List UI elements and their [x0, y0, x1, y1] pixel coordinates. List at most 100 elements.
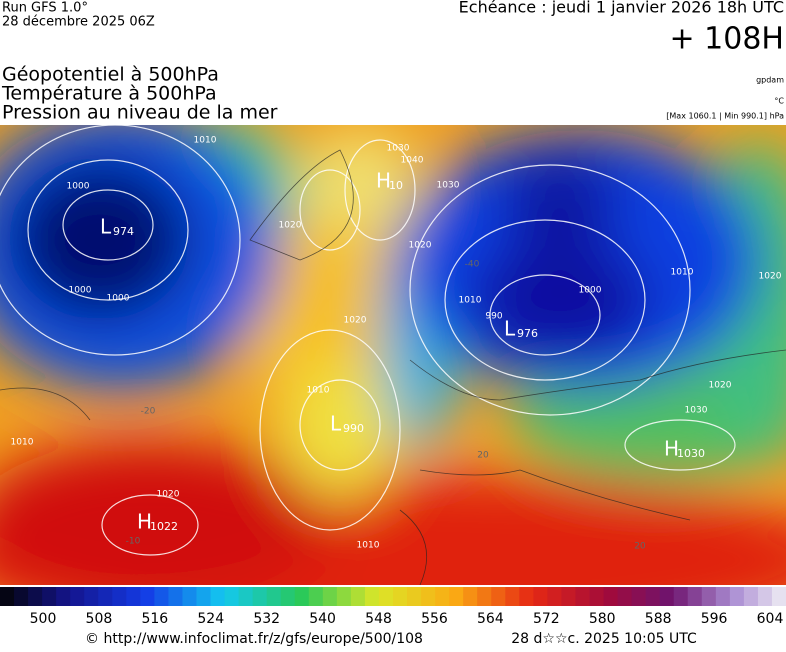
swatch	[757, 587, 773, 606]
colorbar-label: 556	[421, 611, 448, 627]
colorbar-label: 508	[86, 611, 113, 627]
contour-label: 20	[477, 451, 489, 461]
swatch	[84, 587, 99, 606]
swatch	[449, 587, 464, 606]
swatch	[393, 587, 408, 606]
contour-label: -40	[465, 260, 480, 270]
colorbar-label: 604	[757, 611, 784, 627]
swatch	[519, 587, 534, 606]
center-value: 990	[343, 422, 364, 435]
swatch	[715, 587, 731, 606]
swatch	[617, 587, 633, 606]
center-value: 976	[517, 327, 538, 340]
colorbar-label: 580	[589, 611, 616, 627]
center-value: 1022	[150, 520, 178, 533]
footer-url: © http://www.infoclimat.fr/z/gfs/europe/…	[85, 631, 423, 647]
swatch	[659, 587, 675, 606]
center-value: 10	[389, 179, 403, 192]
valid: Echéance : jeudi 1 janvier 2026 18h UTC	[459, 0, 784, 17]
swatch	[322, 587, 338, 606]
swatch	[350, 587, 366, 606]
swatch	[252, 587, 268, 606]
contour-label: 1020	[279, 221, 302, 231]
swatch	[224, 587, 240, 606]
swatch	[729, 587, 745, 606]
legend-title: Température à 500hPa	[1, 83, 217, 105]
swatch	[112, 587, 127, 606]
unit: gpdam	[756, 76, 784, 85]
swatch	[421, 587, 436, 606]
swatch	[210, 587, 226, 606]
center-value: 974	[113, 225, 134, 238]
contour-label: 1010	[357, 541, 380, 551]
swatch	[154, 587, 169, 606]
colorbar-label: 596	[701, 611, 728, 627]
swatch	[364, 587, 380, 606]
swatch	[336, 587, 352, 606]
contour-label: 1030	[437, 181, 460, 191]
swatch	[435, 587, 450, 606]
swatch	[196, 587, 212, 606]
swatch	[14, 587, 29, 606]
contour-label: 1000	[579, 286, 602, 296]
contour-label: 1020	[409, 241, 432, 251]
center-type: L	[504, 317, 516, 341]
colorbar-label: 572	[533, 611, 560, 627]
swatch	[463, 587, 478, 606]
contour-label: 990	[485, 312, 502, 322]
contour-label: 1010	[11, 438, 34, 448]
swatch	[0, 587, 15, 606]
colorbar-label: 524	[197, 611, 224, 627]
unit: °C	[774, 97, 784, 106]
swatch	[294, 587, 310, 606]
contour-label: 1020	[157, 490, 180, 500]
swatch	[126, 587, 141, 606]
contour-label: 1010	[307, 386, 330, 396]
swatch	[491, 587, 506, 606]
contour-label: 1000	[67, 182, 90, 192]
swatch	[28, 587, 43, 606]
model: Run GFS 1.0°	[2, 1, 88, 16]
swatch	[407, 587, 422, 606]
swatch	[56, 587, 71, 606]
center-value: 1030	[677, 447, 705, 460]
swatch	[280, 587, 296, 606]
colorbar-label: 548	[365, 611, 392, 627]
swatch	[42, 587, 57, 606]
swatch	[589, 587, 605, 606]
swatch	[673, 587, 689, 606]
contour-label: 1020	[344, 316, 367, 326]
swatch	[561, 587, 576, 606]
swatch	[533, 587, 548, 606]
center-type: H	[376, 169, 391, 193]
swatch	[687, 587, 703, 606]
swatch	[140, 587, 155, 606]
swatch	[308, 587, 324, 606]
contour-label: 1000	[69, 286, 92, 296]
contour-label: 1020	[759, 272, 782, 282]
contour-label: 1010	[671, 268, 694, 278]
contour-label: 1030	[387, 144, 410, 154]
colorbar-label: 516	[141, 611, 168, 627]
swatch	[378, 587, 394, 606]
center-type: H	[137, 510, 152, 534]
colorbar-label: 588	[645, 611, 672, 627]
contour-label: 20	[634, 542, 646, 552]
range: [Max 1060.1 | Min 990.1] hPa	[666, 112, 784, 121]
swatch	[168, 587, 183, 606]
legend-title: Pression au niveau de la mer	[2, 102, 278, 124]
swatch	[575, 587, 590, 606]
contour-label: 1020	[709, 381, 732, 391]
swatch	[645, 587, 661, 606]
center-type: L	[100, 215, 112, 239]
swatch	[743, 587, 759, 606]
contour-label: 1030	[685, 406, 708, 416]
swatch	[631, 587, 647, 606]
colorbar-label: 564	[477, 611, 504, 627]
center-type: H	[664, 437, 679, 461]
contour-label: 1000	[107, 294, 130, 304]
colorbar-label: 532	[253, 611, 280, 627]
swatch	[98, 587, 113, 606]
footer-date: 28 d☆☆c. 2025 10:05 UTC	[511, 631, 697, 647]
